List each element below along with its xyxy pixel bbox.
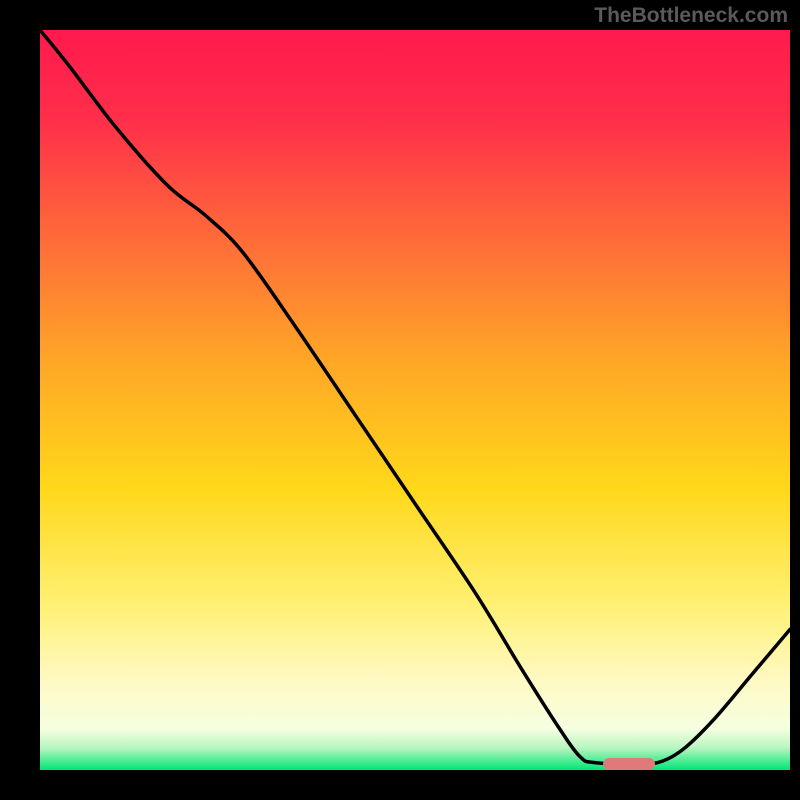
curve-svg [40, 30, 790, 770]
watermark: TheBottleneck.com [594, 4, 788, 28]
plot-area [40, 30, 790, 770]
optimal-marker [603, 758, 656, 770]
bottleneck-curve [40, 30, 790, 764]
